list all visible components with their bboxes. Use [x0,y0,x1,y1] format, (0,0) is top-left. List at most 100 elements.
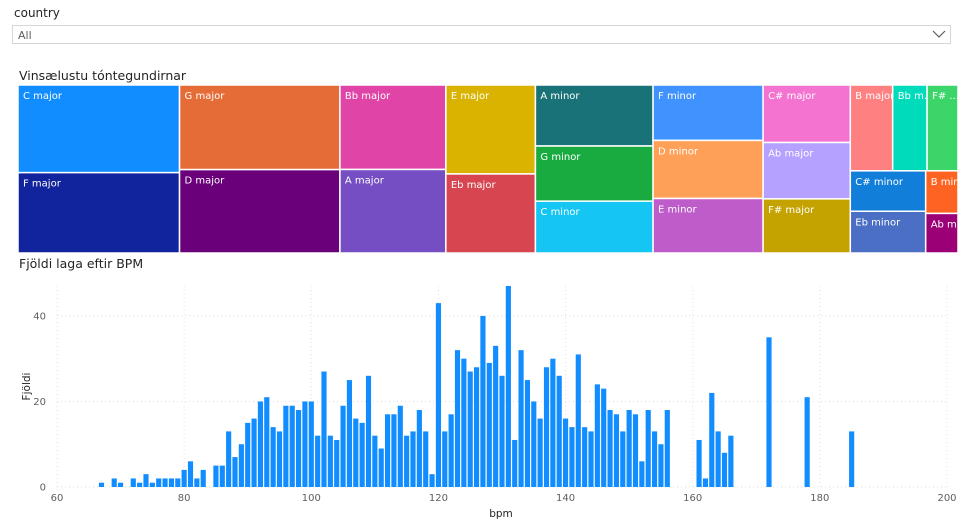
bar-bpm-102[interactable] [321,371,327,487]
bar-bpm-148[interactable] [613,414,620,487]
bar-bpm-132[interactable] [512,439,518,487]
bar-bpm-164[interactable] [715,431,721,487]
treemap-cell-d-minor[interactable]: D minor [652,139,764,200]
treemap-cell-f-sharp-major[interactable]: F# major [762,198,852,253]
bar-bpm-136[interactable] [537,418,543,487]
bar-bpm-139[interactable] [556,375,562,487]
bar-bpm-98[interactable] [295,410,302,487]
bar-bpm-162[interactable] [702,478,709,487]
bar-bpm-95[interactable] [276,431,283,487]
bar-bpm-81[interactable] [187,461,194,487]
bar-bpm-143[interactable] [582,427,588,487]
bar-bpm-127[interactable] [480,315,486,487]
bar-bpm-88[interactable] [232,457,238,487]
bar-bpm-153[interactable] [645,410,651,487]
bar-bpm-120[interactable] [435,303,442,487]
bar-bpm-140[interactable] [562,418,569,487]
bar-bpm-133[interactable] [518,350,524,487]
bar-bpm-110[interactable] [372,435,378,487]
treemap-cell-d-major[interactable]: D major [178,168,341,253]
bar-bpm-100[interactable] [308,401,314,487]
bar-bpm-121[interactable] [442,431,448,487]
bar-bpm-106[interactable] [346,380,353,487]
treemap-cell-ab-major[interactable]: Ab major [762,141,852,200]
bar-bpm-78[interactable] [168,478,175,487]
bar-bpm-69[interactable] [111,478,117,487]
bar-bpm-87[interactable] [226,431,232,487]
bar-bpm-96[interactable] [283,405,289,487]
bar-bpm-108[interactable] [359,422,365,487]
bar-bpm-93[interactable] [264,397,270,487]
bar-bpm-161[interactable] [696,439,702,487]
bar-bpm-70[interactable] [117,482,124,487]
bar-bpm-141[interactable] [569,427,575,487]
bar-bpm-163[interactable] [709,392,715,487]
country-dropdown[interactable]: All [12,25,951,44]
bar-bpm-146[interactable] [601,388,607,487]
bar-bpm-92[interactable] [257,401,264,487]
bar-bpm-111[interactable] [378,448,384,487]
bar-bpm-156[interactable] [664,410,670,487]
bar-bpm-112[interactable] [384,414,391,487]
bar-bpm-97[interactable] [289,405,295,487]
bar-bpm-122[interactable] [448,414,454,487]
bar-bpm-86[interactable] [219,465,225,487]
treemap-cell-c-sharp-major[interactable]: C# major [762,85,852,144]
bar-bpm-154[interactable] [651,431,658,487]
bar-bpm-82[interactable] [194,478,200,487]
bar-bpm-155[interactable] [658,444,664,487]
bar-bpm-116[interactable] [410,431,416,487]
treemap-cell-a-major[interactable]: A major [339,168,447,253]
treemap-cell-g-major[interactable]: G major [178,85,341,171]
bar-bpm-76[interactable] [156,478,162,487]
bar-bpm-72[interactable] [130,478,136,487]
bar-bpm-142[interactable] [575,354,581,487]
bar-bpm-115[interactable] [404,435,410,487]
treemap-cell-c-major[interactable]: C major [18,85,181,174]
bar-bpm-130[interactable] [499,375,505,487]
bar-bpm-101[interactable] [315,435,321,487]
bar-bpm-185[interactable] [849,431,855,487]
treemap-cell-bb-minor[interactable]: Bb m... [891,85,934,172]
treemap-cell-b-minor[interactable]: B minor [924,170,958,215]
bar-bpm-75[interactable] [149,482,155,487]
bar-bpm-172[interactable] [766,337,772,487]
bar-bpm-85[interactable] [213,465,219,487]
chevron-down-icon[interactable] [932,28,946,40]
treemap-cell-eb-major[interactable]: Eb major [445,173,537,253]
treemap-cell-a-minor[interactable]: A minor [534,85,654,147]
bar-bpm-138[interactable] [550,358,556,487]
bar-bpm-123[interactable] [454,350,461,487]
bar-bpm-104[interactable] [334,439,340,487]
treemap-cell-g-minor[interactable]: G minor [534,145,654,202]
bar-bpm-134[interactable] [524,380,531,487]
bar-bpm-91[interactable] [251,418,257,487]
bar-bpm-165[interactable] [721,452,728,487]
treemap-cell-c-minor[interactable]: C minor [534,200,654,253]
bar-bpm-114[interactable] [397,405,403,487]
bar-bpm-80[interactable] [181,469,187,487]
bar-bpm-89[interactable] [238,444,244,487]
bar-bpm-131[interactable] [505,286,511,487]
bar-bpm-118[interactable] [423,431,429,487]
bar-bpm-145[interactable] [594,384,600,487]
bar-bpm-152[interactable] [639,461,645,487]
treemap-cell-f-major[interactable]: F major [18,171,181,253]
bar-bpm-126[interactable] [473,367,480,487]
treemap-cell-eb-minor[interactable]: Eb minor [849,210,927,253]
treemap-cell-f-sharp-minor[interactable]: F# ... [926,85,958,172]
bar-bpm-74[interactable] [143,474,149,487]
bar-bpm-90[interactable] [245,422,251,487]
bar-bpm-113[interactable] [391,414,397,487]
bar-bpm-109[interactable] [365,375,372,487]
bar-bpm-83[interactable] [200,469,206,487]
bar-bpm-105[interactable] [340,405,346,487]
bar-bpm-119[interactable] [429,474,435,487]
bar-bpm-77[interactable] [162,478,168,487]
bar-bpm-137[interactable] [543,367,550,487]
bar-bpm-103[interactable] [327,435,333,487]
bar-bpm-135[interactable] [531,401,537,487]
bar-bpm-67[interactable] [98,482,105,487]
bar-bpm-150[interactable] [626,410,632,487]
bar-bpm-166[interactable] [728,435,734,487]
